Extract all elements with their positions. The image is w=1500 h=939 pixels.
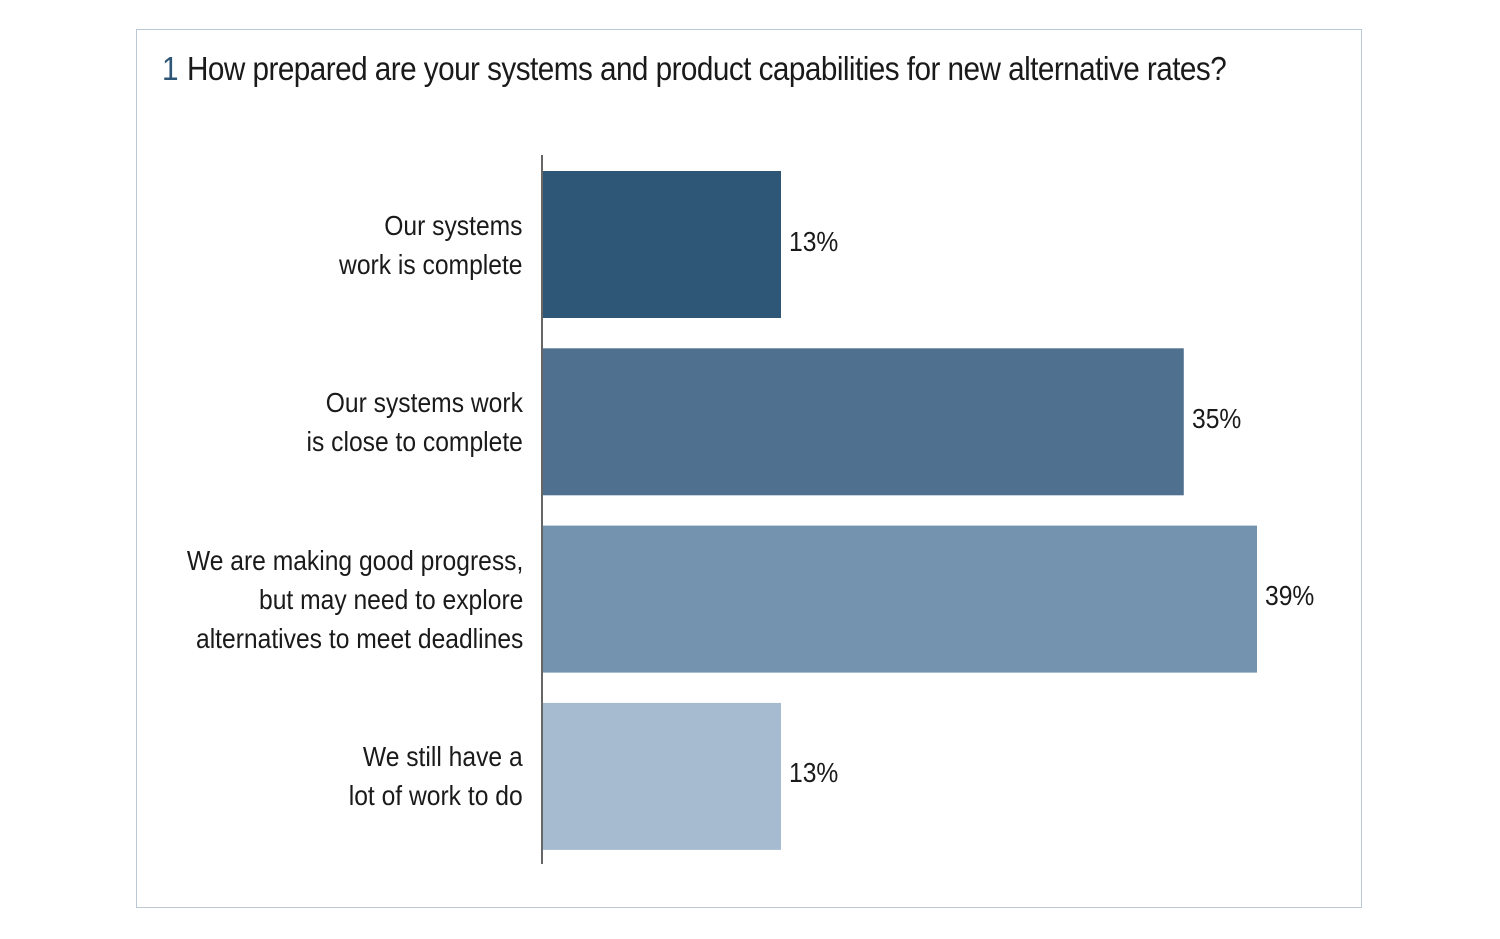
bar-2 <box>543 348 1184 496</box>
category-label-line: We are making good progress, <box>186 544 523 576</box>
chart-title: 1 How prepared are your systems and produ… <box>162 50 1227 88</box>
value-label-4: 13% <box>789 757 839 789</box>
category-label-line: We still have a <box>363 741 523 773</box>
value-label-3: 39% <box>1265 580 1315 612</box>
category-label-3: We are making good progress, but may need… <box>187 541 523 658</box>
category-label-1: Our systems work is complete <box>340 206 523 284</box>
bar-1 <box>543 171 781 318</box>
category-label-line: Our systems work <box>325 386 523 418</box>
question-text: How prepared are your systems and produc… <box>186 50 1227 87</box>
category-label-line: alternatives to meet deadlines <box>195 622 523 654</box>
value-label-2: 35% <box>1191 402 1242 434</box>
category-label-line: lot of work to do <box>349 780 523 812</box>
category-label-line: is close to complete <box>306 425 523 457</box>
category-label-line: Our systems <box>384 209 523 241</box>
category-label-2: Our systems work is close to complete <box>307 383 523 461</box>
value-label-1: 13% <box>789 225 839 257</box>
category-label-line: but may need to explore <box>258 583 523 615</box>
bar-3 <box>543 525 1257 673</box>
bar-4 <box>543 702 781 850</box>
category-label-line: work is complete <box>339 248 523 280</box>
question-number: 1 <box>162 50 179 87</box>
category-label-4: We still have a lot of work to do <box>349 737 523 815</box>
